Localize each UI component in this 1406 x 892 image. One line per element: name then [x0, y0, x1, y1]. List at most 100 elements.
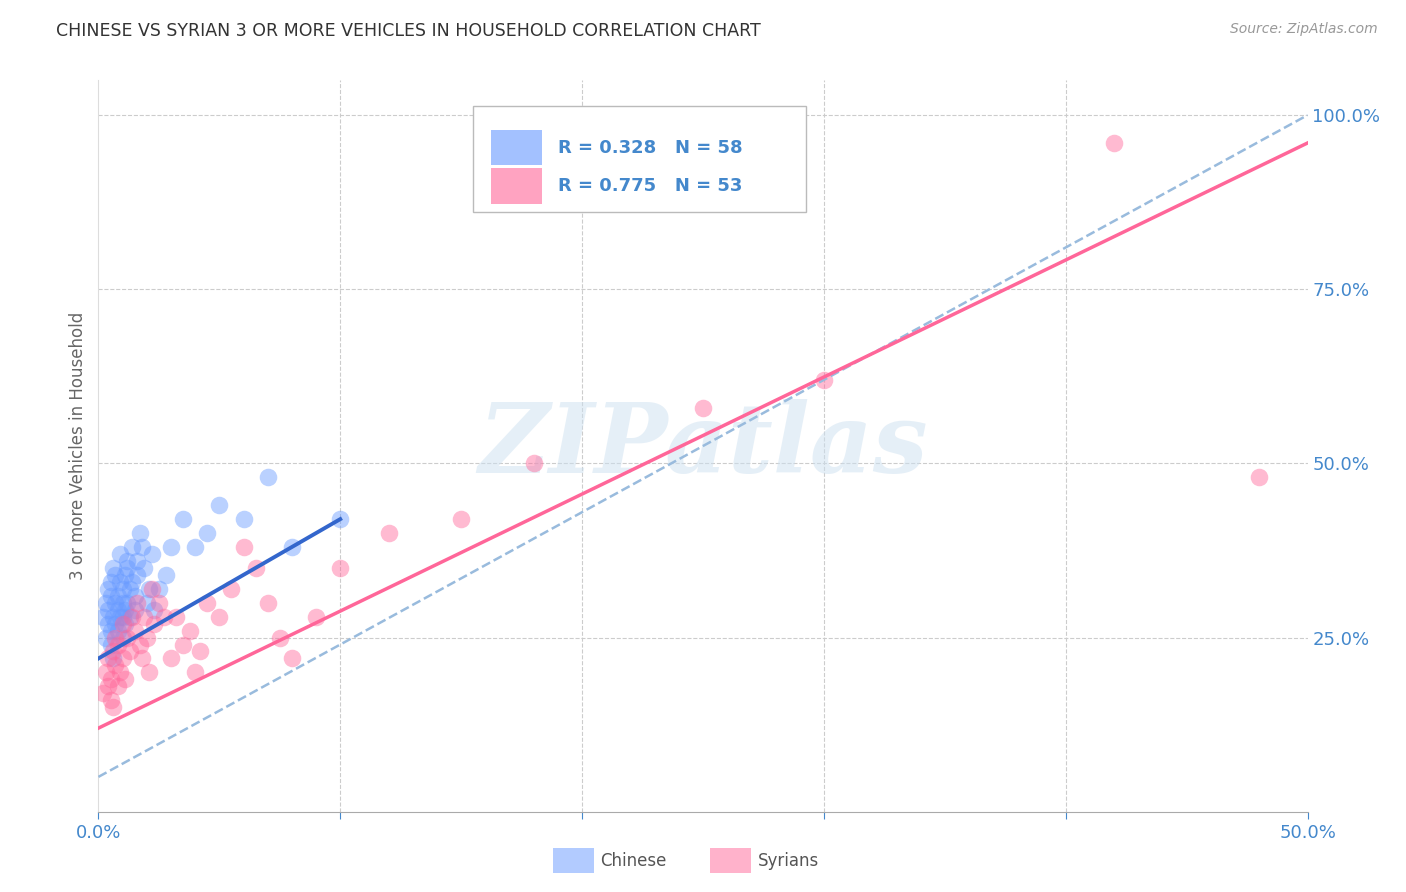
Point — [155, 567, 177, 582]
FancyBboxPatch shape — [710, 848, 751, 873]
Point — [100, 693, 122, 707]
Point — [100, 638, 122, 652]
Point — [117, 554, 139, 568]
Point — [305, 609, 328, 624]
Point — [269, 631, 291, 645]
Point — [138, 582, 160, 596]
Point — [232, 512, 254, 526]
Point — [124, 589, 146, 603]
Point — [148, 582, 170, 596]
Point — [104, 631, 127, 645]
Point — [523, 457, 546, 471]
Point — [160, 540, 183, 554]
Point — [108, 609, 131, 624]
Point — [208, 498, 231, 512]
Point — [245, 561, 267, 575]
Point — [118, 644, 141, 658]
Point — [256, 470, 278, 484]
Point — [281, 651, 304, 665]
FancyBboxPatch shape — [492, 169, 543, 204]
Point — [141, 582, 163, 596]
Point — [91, 609, 114, 624]
Point — [104, 658, 127, 673]
Point — [97, 603, 120, 617]
Point — [111, 582, 134, 596]
Point — [329, 512, 352, 526]
Point — [195, 596, 218, 610]
Point — [134, 609, 156, 624]
Point — [184, 540, 207, 554]
Point — [121, 574, 143, 589]
Text: Chinese: Chinese — [600, 852, 666, 870]
Point — [128, 526, 150, 541]
Text: ZIPatlas: ZIPatlas — [478, 399, 928, 493]
Point — [692, 401, 714, 415]
Point — [117, 596, 139, 610]
Point — [97, 679, 120, 693]
Point — [101, 644, 124, 658]
Point — [97, 582, 120, 596]
Point — [107, 624, 129, 638]
Point — [114, 567, 136, 582]
Point — [152, 609, 174, 624]
Point — [134, 561, 156, 575]
Point — [117, 561, 139, 575]
Point — [108, 574, 131, 589]
Point — [131, 651, 153, 665]
Point — [148, 596, 170, 610]
Point — [94, 596, 117, 610]
Point — [107, 679, 129, 693]
Point — [100, 673, 122, 687]
Point — [107, 638, 129, 652]
Point — [128, 638, 150, 652]
Point — [111, 596, 134, 610]
Point — [111, 616, 134, 631]
Point — [256, 596, 278, 610]
FancyBboxPatch shape — [492, 129, 543, 166]
Point — [101, 561, 124, 575]
Point — [131, 540, 153, 554]
Point — [100, 624, 122, 638]
Point — [108, 665, 131, 680]
Text: CHINESE VS SYRIAN 3 OR MORE VEHICLES IN HOUSEHOLD CORRELATION CHART: CHINESE VS SYRIAN 3 OR MORE VEHICLES IN … — [56, 22, 761, 40]
Point — [104, 596, 127, 610]
Point — [135, 596, 157, 610]
Point — [121, 540, 143, 554]
Point — [101, 700, 124, 714]
Point — [97, 616, 120, 631]
Point — [179, 624, 201, 638]
Point — [108, 547, 131, 561]
Point — [377, 526, 399, 541]
Point — [127, 554, 149, 568]
Point — [114, 616, 136, 631]
Point — [118, 582, 141, 596]
Point — [107, 603, 129, 617]
Point — [135, 631, 157, 645]
Point — [1249, 470, 1271, 484]
Point — [91, 686, 114, 700]
Text: Syrians: Syrians — [758, 852, 818, 870]
Point — [208, 609, 231, 624]
Point — [114, 673, 136, 687]
Text: R = 0.328   N = 58: R = 0.328 N = 58 — [558, 138, 742, 157]
Point — [104, 616, 127, 631]
Point — [101, 609, 124, 624]
Point — [138, 665, 160, 680]
Point — [107, 589, 129, 603]
Point — [97, 651, 120, 665]
Text: R = 0.775   N = 53: R = 0.775 N = 53 — [558, 178, 742, 195]
Point — [121, 609, 143, 624]
Text: Source: ZipAtlas.com: Source: ZipAtlas.com — [1230, 22, 1378, 37]
Point — [124, 603, 146, 617]
Point — [127, 567, 149, 582]
Point — [104, 567, 127, 582]
Point — [100, 574, 122, 589]
Point — [114, 603, 136, 617]
FancyBboxPatch shape — [553, 848, 595, 873]
FancyBboxPatch shape — [474, 106, 806, 212]
Point — [111, 631, 134, 645]
Point — [117, 631, 139, 645]
Point — [172, 638, 194, 652]
Point — [94, 665, 117, 680]
Point — [221, 582, 243, 596]
